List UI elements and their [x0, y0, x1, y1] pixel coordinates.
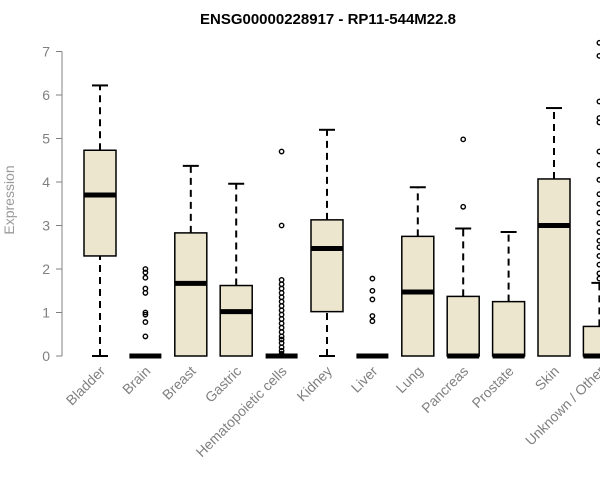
x-tick-label: Breast: [159, 363, 199, 403]
y-tick-label: 7: [42, 44, 50, 60]
x-tick-label: Brain: [119, 363, 153, 397]
outlier-point: [460, 203, 467, 210]
box-body: [219, 284, 253, 357]
y-tick-label: 2: [42, 261, 50, 277]
chart-title: ENSG00000228917 - RP11-544M22.8: [200, 11, 456, 28]
outlier-point: [596, 200, 600, 207]
outlier-point: [596, 191, 600, 198]
outlier-point: [596, 39, 600, 46]
outlier-point: [596, 220, 600, 227]
outlier-point: [596, 244, 600, 251]
x-tick-label: Kidney: [294, 363, 336, 405]
outlier-point: [142, 319, 149, 325]
outlier-point: [596, 52, 600, 59]
outlier-point: [596, 98, 600, 105]
x-tick-label: Hematopoietic cells: [193, 363, 290, 460]
outlier-point: [278, 347, 285, 354]
x-tick-label: Gastric: [202, 363, 245, 406]
box-body: [401, 235, 435, 357]
box-body: [446, 295, 480, 357]
box-body: [491, 300, 526, 357]
outlier-point: [596, 275, 600, 282]
box-group: Brain: [119, 266, 162, 397]
outlier-point: [460, 136, 467, 143]
y-tick-label: 6: [42, 87, 50, 103]
x-tick-label: Bladder: [63, 363, 109, 409]
box-body: [174, 232, 208, 357]
outlier-point: [596, 161, 600, 168]
box-group: Lung: [393, 186, 435, 396]
outlier-point: [142, 269, 149, 276]
outlier-point: [596, 148, 600, 155]
outlier-point: [596, 261, 600, 268]
outlier-point: [142, 311, 149, 318]
x-tick-label: Prostate: [469, 363, 517, 411]
outlier-point: [369, 313, 376, 319]
outlier-point: [596, 253, 600, 259]
outlier-point: [142, 274, 149, 281]
box-body: [310, 219, 344, 313]
box-body: [537, 178, 571, 357]
outlier-point: [596, 237, 600, 244]
outlier-point: [369, 318, 376, 325]
outlier-point: [596, 209, 600, 216]
box-group: Skin: [532, 107, 571, 394]
outlier-point: [596, 270, 600, 277]
outlier-point: [596, 229, 600, 235]
outlier-point: [369, 296, 376, 303]
outlier-point: [278, 148, 285, 155]
outlier-point: [278, 222, 285, 229]
outlier-point: [278, 336, 285, 343]
y-tick-label: 5: [42, 131, 50, 147]
box-body: [582, 325, 600, 357]
x-tick-label: Lung: [393, 363, 426, 396]
outlier-point: [596, 115, 600, 121]
y-tick-label: 4: [42, 174, 50, 190]
x-tick-label: Liver: [348, 363, 381, 396]
outlier-point: [142, 285, 149, 292]
x-tick-label: Pancreas: [418, 363, 471, 416]
outlier-point: [596, 176, 600, 183]
y-tick-label: 3: [42, 218, 50, 234]
box-group: Liver: [348, 275, 389, 396]
axes: 0 1 2 3 4 5 6 7: [42, 44, 63, 364]
outlier-point: [278, 276, 285, 283]
x-tick-label: Unknown / Other: [522, 363, 600, 449]
y-axis-label: Expression: [1, 165, 17, 234]
outlier-point: [369, 275, 376, 282]
outlier-point: [142, 266, 149, 272]
box-group: Gastric: [202, 182, 253, 406]
x-tick-label: Skin: [532, 363, 563, 394]
box-group: Bladder: [63, 84, 117, 409]
outlier-point: [369, 287, 376, 294]
outlier-point: [142, 333, 149, 340]
outlier-point: [142, 309, 149, 316]
box-group: Kidney: [294, 128, 344, 405]
box-group: Breast: [159, 164, 208, 403]
outlier-point: [278, 340, 285, 346]
box-body: [83, 149, 117, 257]
y-tick-label: 1: [42, 305, 50, 321]
y-tick-label: 0: [42, 348, 50, 364]
outlier-point: [278, 350, 285, 357]
